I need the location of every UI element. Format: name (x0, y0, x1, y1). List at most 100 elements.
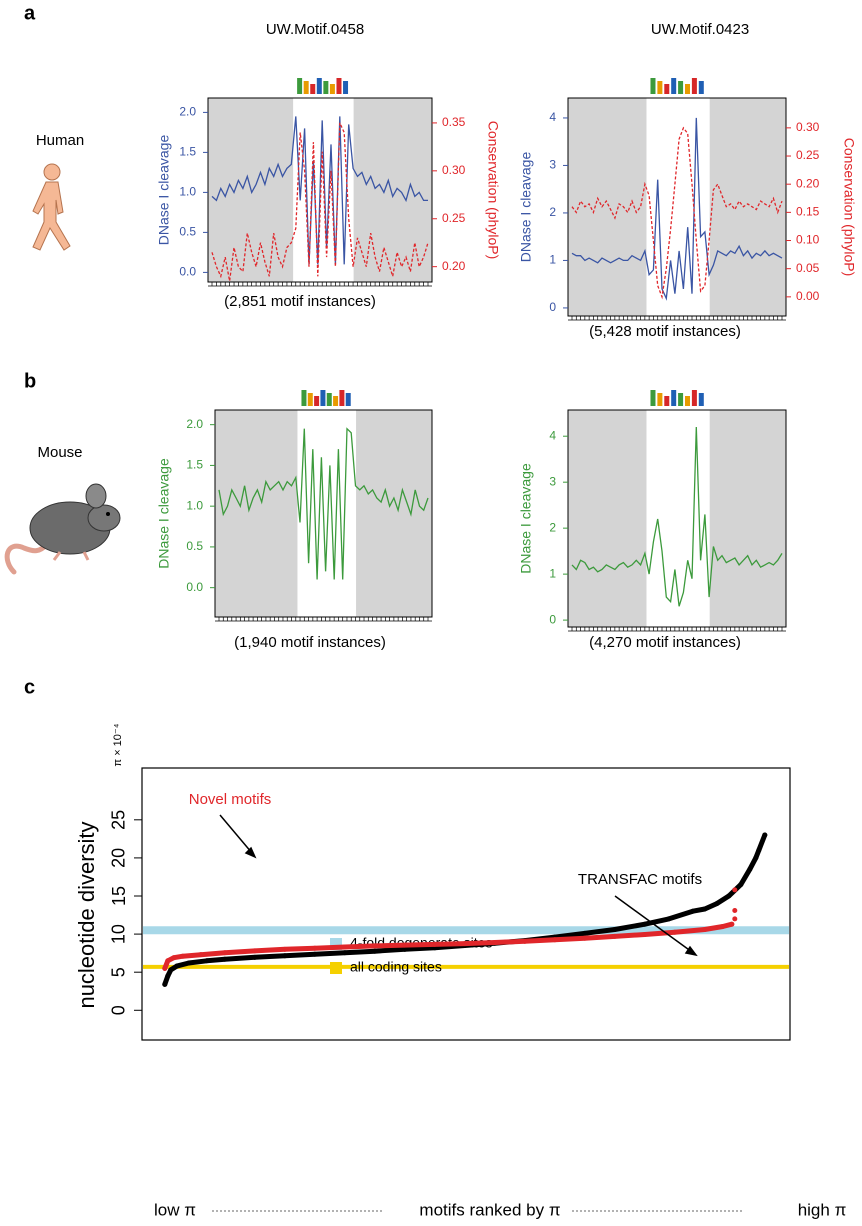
ranked-point (690, 908, 696, 914)
ranked-point (342, 944, 348, 950)
motif-logo (329, 84, 335, 94)
flank-shade (568, 410, 647, 627)
ranked-point (756, 847, 762, 853)
ranked-point (714, 901, 720, 907)
ranked-point (165, 973, 171, 979)
ranked-point (753, 855, 759, 861)
ranked-point (720, 923, 726, 929)
x-axis-label: (5,428 motif instances) (589, 323, 741, 340)
y2-tick-label: 0.30 (796, 120, 820, 134)
x-axis-label: low π (154, 1200, 196, 1219)
human-icon (32, 163, 71, 251)
y-tick-label: 1.0 (186, 498, 203, 512)
annotation-arrow (219, 814, 698, 957)
y-tick-label: 0.0 (186, 580, 203, 594)
ranked-point (174, 963, 180, 969)
y-tick-label: 2 (549, 520, 556, 534)
ranked-point (372, 948, 378, 954)
motif-logo (297, 78, 303, 94)
motif-logo (678, 81, 684, 94)
motif-logo (326, 393, 332, 406)
y-tick-label: 0 (549, 612, 556, 626)
motif-logo (650, 390, 656, 406)
y-tick-label: 2 (549, 205, 556, 219)
y-tick-label: 4 (549, 110, 556, 124)
ranked-point (204, 958, 210, 964)
motif-logo (664, 84, 670, 94)
y2-tick-label: 0.00 (796, 289, 820, 303)
y-tick-label: 3 (549, 158, 556, 172)
y-tick-label: 0 (549, 300, 556, 314)
plot-frame (214, 409, 433, 618)
chart-title: UW.Motif.0423 (651, 21, 749, 38)
annotation: TRANSFAC motifs (578, 871, 702, 888)
ranked-point (312, 945, 318, 951)
plot-frame (567, 409, 787, 628)
motif-logo (320, 390, 326, 406)
motif-logo (698, 393, 704, 406)
y-tick-label: 1.5 (186, 458, 203, 472)
y-tick-label: 20 (109, 848, 129, 868)
y2-tick-label: 0.20 (796, 176, 820, 190)
legend-swatch (330, 938, 342, 950)
motif-logo (316, 78, 322, 94)
ranked-point (702, 906, 708, 912)
y-tick-label: 1.5 (179, 145, 196, 159)
y-tick-label: 5 (109, 967, 129, 977)
ranked-point (726, 893, 732, 899)
y-tick-label: 1 (549, 253, 556, 267)
ranked-point (612, 933, 618, 939)
panel-label: b (24, 370, 36, 392)
ranked-point (402, 942, 408, 948)
ranked-point (186, 960, 192, 966)
motif-logo (345, 393, 351, 406)
ranked-point (180, 953, 186, 959)
y2-tick-label: 0.30 (442, 163, 466, 177)
mouse-icon (4, 483, 121, 575)
ranked-point (222, 950, 228, 956)
chart-title: UW.Motif.0458 (266, 21, 364, 38)
motif-logo (691, 78, 697, 94)
motif-logo (684, 84, 690, 94)
y-tick-label: 2.0 (179, 105, 196, 119)
motif-logo (339, 390, 345, 406)
data-line (211, 116, 428, 265)
ranked-point (666, 916, 672, 922)
x-axis-label: (4,270 motif instances) (589, 634, 741, 651)
y2-tick-label: 0.10 (796, 233, 820, 247)
x-axis-label: (2,851 motif instances) (224, 293, 376, 310)
motif-logo (671, 78, 677, 94)
ranked-point (642, 931, 648, 937)
plot-frame (567, 97, 787, 317)
data-line (571, 126, 783, 300)
flank-shade (356, 410, 432, 617)
x-axis-label: high π (798, 1200, 847, 1219)
ranked-point (372, 943, 378, 949)
ranked-point (171, 955, 177, 961)
motif-logo (684, 396, 690, 406)
flank-shade (353, 98, 432, 282)
y-axis-label: DNase I cleavage (518, 463, 534, 574)
y-tick-label: 0.5 (186, 539, 203, 553)
ranked-point (162, 981, 168, 987)
ranked-point (582, 930, 588, 936)
y-axis-label: DNase I cleavage (156, 458, 172, 569)
ranked-point (747, 866, 753, 872)
y2-axis-label: Conservation (phyloP) (485, 121, 501, 260)
ranked-point (342, 950, 348, 956)
y-tick-label: 1.0 (179, 185, 196, 199)
y-axis-label: DNase I cleavage (156, 135, 172, 246)
y-tick-label: 25 (109, 810, 129, 830)
y-tick-label: 3 (549, 474, 556, 488)
ranked-point (732, 907, 738, 913)
data-line (211, 122, 429, 282)
flank-shade (568, 98, 647, 316)
species-label: Mouse (37, 444, 82, 461)
ranked-point (672, 929, 678, 935)
motif-logo (303, 81, 309, 94)
ranked-point (642, 921, 648, 927)
ranked-point (462, 941, 468, 947)
ranked-point (222, 956, 228, 962)
plot-frame (207, 97, 433, 283)
